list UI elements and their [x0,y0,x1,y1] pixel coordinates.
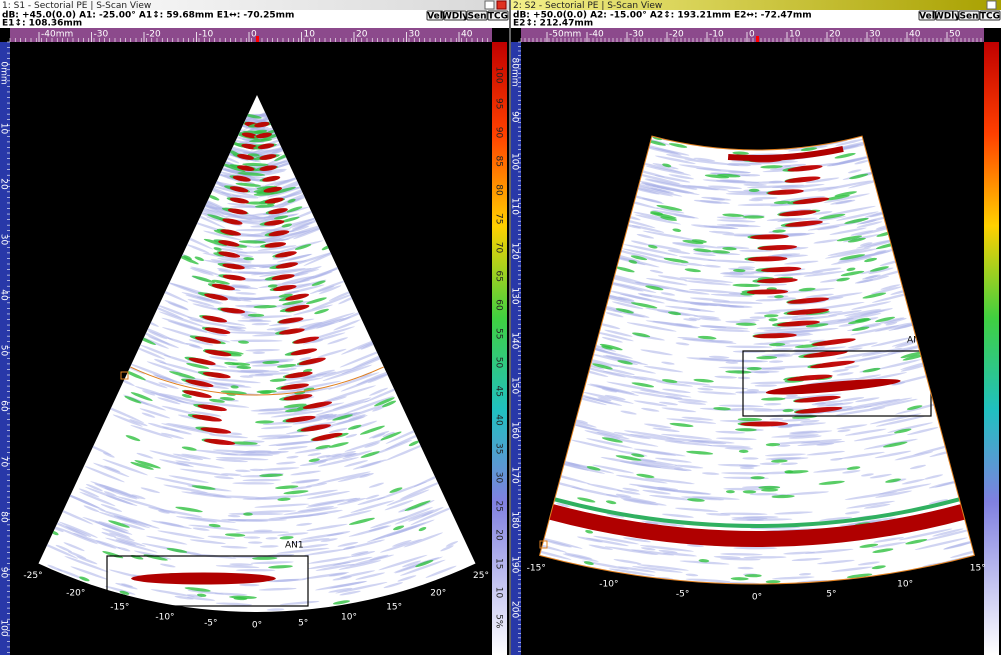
angle-label: -15° [527,563,546,573]
color-scale-label: 40 [494,414,504,426]
readout-line: E2↕: 212.47mm [513,19,593,29]
angle-label: -25° [23,571,42,581]
h-ruler-label: 10 [304,30,316,40]
color-scale-label: 60 [494,299,504,311]
color-scale-label: 35 [494,443,504,454]
color-scale-label: 30 [494,472,504,484]
panel-divider [509,0,511,655]
v-ruler-label: 80 [0,511,9,523]
color-scale-label: 20 [494,529,504,541]
color-scale-label: 65 [494,271,504,282]
v-ruler-label: 10 [0,123,9,135]
annotation-label: AN1 [285,541,304,551]
angle-label: -20° [66,589,85,599]
readout-line: E1↕: 108.36mm [2,19,82,29]
color-scale-label: 100 [494,66,504,83]
toolbar-button-label[interactable]: Vel [427,12,443,22]
toolbar-button-label[interactable]: TCG [488,12,508,22]
color-scale-label: 25 [494,501,504,512]
h-ruler-label: 20 [356,30,368,40]
toolbar-button-label[interactable]: WDly [442,12,468,22]
h-ruler-label: 40 [461,30,473,40]
h-ruler-label: -30 [94,30,109,40]
h-ruler-label: -50mm [549,30,581,40]
angle-label: 0° [752,593,762,603]
v-ruler-label: 90 [0,567,9,579]
maximize-button[interactable] [485,1,494,9]
v-ruler-label: 0mm [0,61,9,84]
window-title: 2: S2 - Sectorial PE | S-Scan View [513,1,662,11]
h-ruler-label: 50 [949,30,961,40]
angle-label: -5° [204,618,217,628]
h-ruler-label: -10 [199,30,214,40]
color-scale-label: 85 [494,156,504,167]
color-scale-label: 5% [494,614,504,629]
h-ruler-label: -40 [589,30,604,40]
h-ruler-label: 40 [909,30,921,40]
h-ruler-label: -10 [709,30,724,40]
h-ruler-label: 10 [789,30,801,40]
angle-label: 20° [430,589,446,599]
angle-label: -5° [676,589,689,599]
color-scale-label: 45 [494,386,504,397]
v-ruler-label: 30 [0,234,9,246]
echo-streak [750,476,764,479]
v-ruler-label: 70 [0,456,9,468]
angle-label: 15° [386,602,402,612]
h-ruler-label: 30 [869,30,881,40]
angle-label: 10° [897,580,913,590]
color-scale-label: 15 [494,558,504,569]
cursor-marker [256,36,259,42]
cursor-marker [756,36,759,42]
color-scale-label: 10 [494,587,504,599]
v-ruler-label: 40 [0,289,9,301]
screen: 1: S1 - Sectorial PE | S-Scan ViewdB: +4… [0,0,1001,655]
angle-label: -10° [155,612,174,622]
angle-label: 5° [298,618,308,628]
angle-label: 0° [252,621,262,631]
v-ruler-label: 50 [0,345,9,357]
toolbar-button-label[interactable]: Sen [960,12,979,22]
angle-label: -15° [110,602,129,612]
toolbar-button-label[interactable]: Vel [919,12,935,22]
v-ruler-label: 60 [0,400,9,412]
angle-label: 5° [826,589,836,599]
color-scale-label: 50 [494,357,504,369]
color-scale-label: 70 [494,242,504,254]
angle-label: 15° [970,563,986,573]
angle-label: 25° [473,571,489,581]
h-ruler-label: -20 [146,30,161,40]
h-ruler-label: -40mm [41,30,73,40]
color-scale-label: 90 [494,127,504,139]
window-title: 1: S1 - Sectorial PE | S-Scan View [2,1,151,11]
color-scale-label: 55 [494,328,504,339]
toolbar-button-label[interactable]: WDly [934,12,960,22]
h-ruler-label: 20 [829,30,841,40]
h-ruler-label: 30 [409,30,421,40]
h-ruler-label: -30 [629,30,644,40]
toolbar-button-label[interactable]: Sen [468,12,487,22]
maximize-button[interactable] [987,1,996,9]
color-scale-label: 80 [494,184,504,196]
v-ruler-label: 100 [0,619,9,636]
indication-echo [131,573,276,585]
color-scale [984,42,999,655]
close-button[interactable] [497,1,506,9]
color-scale-label: 95 [494,98,504,109]
angle-label: -10° [599,580,618,590]
v-ruler-label: 20 [0,178,9,190]
h-ruler-label: 0 [749,30,755,40]
angle-label: 10° [341,612,357,622]
color-scale-label: 75 [494,213,504,224]
h-ruler-label: -20 [669,30,684,40]
toolbar-button-label[interactable]: TCG [980,12,1000,22]
